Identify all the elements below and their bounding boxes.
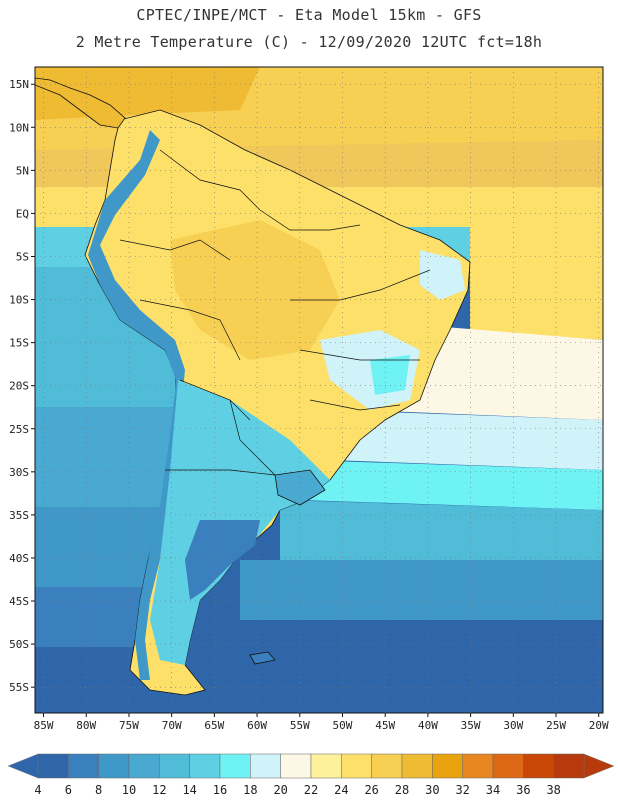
map-plot-area — [35, 67, 603, 713]
longitude-labels: 85W 80W 75W 70W 65W 60W 55W 50W 45W 40W 35W 30W 25W 2… — [34, 719, 609, 732]
latitude-tick-label: 5S — [16, 250, 29, 263]
colorbar-swatch — [98, 753, 130, 779]
longitude-tick-label: 70W — [162, 719, 182, 732]
colorbar-swatch — [341, 753, 372, 779]
longitude-tick-label: 25W — [546, 719, 566, 732]
latitude-tick-label: 30S — [9, 466, 29, 479]
minas-gerais-cool-patch — [370, 355, 410, 395]
latitude-tick-label: 40S — [9, 552, 29, 565]
amazon-warm-zone — [170, 220, 340, 360]
colorbar-label: 18 — [243, 783, 257, 797]
longitude-tick-label: 55W — [290, 719, 310, 732]
latitude-tick-label: 50S — [9, 638, 29, 651]
longitude-tick-label: 50W — [333, 719, 353, 732]
colorbar-label: 24 — [334, 783, 348, 797]
longitude-tick-label: 20W — [589, 719, 609, 732]
longitude-tick-label: 30W — [503, 719, 523, 732]
colorbar-swatch — [462, 753, 494, 779]
colorbar-label: 6 — [65, 783, 72, 797]
colorbar-left-arrow-icon — [7, 753, 39, 779]
colorbar-label: 10 — [122, 783, 136, 797]
chart-title-line-1: CPTEC/INPE/MCT - Eta Model 15km - GFS — [136, 6, 482, 24]
colorbar-swatch — [219, 753, 251, 779]
falkland-islands — [249, 651, 276, 665]
longitude-tick-label: 65W — [204, 719, 224, 732]
latitude-tick-label: 15N — [9, 78, 29, 91]
colorbar-label: 36 — [516, 783, 530, 797]
colorbar-swatch — [553, 753, 585, 779]
colorbar-swatch — [128, 753, 160, 779]
ocean-band-atlantic-35s — [280, 500, 603, 560]
latitude-labels: 15N 10N 5N EQ 5S 10S 15S 20S 25S 30S 35S 40S 45S 50S 5… — [9, 78, 29, 694]
longitude-tick-label: 80W — [76, 719, 96, 732]
latitude-tick-label: 20S — [9, 380, 29, 393]
colorbar-label: 8 — [95, 783, 102, 797]
colorbar-swatch — [492, 753, 524, 779]
ocean-band-atlantic-25s — [330, 410, 603, 470]
colorbar: 4 6 8 10 12 14 16 18 20 22 24 26 28 30 32 34 36 38 — [7, 753, 615, 797]
colorbar-label: 22 — [304, 783, 318, 797]
ocean-band-pacific-30s — [35, 407, 175, 507]
patagonia-cold-zone — [185, 520, 260, 600]
graticule — [31, 67, 603, 717]
longitude-tick-label: 60W — [247, 719, 267, 732]
colorbar-label: 4 — [34, 783, 41, 797]
latitude-tick-label: 10S — [9, 294, 29, 307]
colorbar-swatch — [371, 753, 403, 779]
longitude-tick-label: 85W — [34, 719, 54, 732]
andes-cold-strip — [88, 130, 185, 680]
colorbar-swatch — [250, 753, 281, 779]
colorbar-label: 20 — [273, 783, 287, 797]
latitude-tick-label: 55S — [9, 681, 29, 694]
ocean-band-atlantic-warm — [470, 190, 603, 340]
colorbar-swatch — [159, 753, 190, 779]
colorbar-swatch — [280, 753, 312, 779]
colorbar-swatch — [310, 753, 342, 779]
colorbar-swatch — [523, 753, 554, 779]
colorbar-label: 12 — [152, 783, 166, 797]
ocean-band-atlantic-45s — [240, 560, 603, 620]
colorbar-swatch — [401, 753, 433, 779]
colorbar-swatch — [68, 753, 99, 779]
longitude-tick-label: 40W — [418, 719, 438, 732]
colorbar-label: 16 — [213, 783, 227, 797]
latitude-tick-label: 25S — [9, 423, 29, 436]
colorbar-right-arrow-icon — [583, 753, 615, 779]
longitude-tick-label: 75W — [119, 719, 139, 732]
colorbar-label: 28 — [395, 783, 409, 797]
colorbar-label: 14 — [182, 783, 196, 797]
country-borders — [119, 149, 431, 476]
colorbar-swatch — [432, 753, 463, 779]
colorbar-label: 26 — [364, 783, 378, 797]
latitude-tick-label: 15S — [9, 337, 29, 350]
chart-title-line-2: 2 Metre Temperature (C) - 12/09/2020 12U… — [75, 33, 543, 51]
latitude-tick-label: 45S — [9, 595, 29, 608]
latitude-tick-label: EQ — [16, 207, 29, 220]
colorbar-label: 30 — [425, 783, 439, 797]
central-america-land — [35, 77, 126, 129]
colorbar-label: 32 — [455, 783, 469, 797]
longitude-tick-label: 35W — [461, 719, 481, 732]
ocean-band-atlantic-30s — [300, 460, 603, 510]
latitude-tick-label: 35S — [9, 509, 29, 522]
latitude-tick-label: 5N — [16, 164, 29, 177]
colorbar-label: 34 — [486, 783, 500, 797]
colorbar-swatch — [189, 753, 221, 779]
map-frame — [34, 66, 604, 714]
northeast-brazil-cool-patch — [420, 250, 465, 300]
colorbar-swatch — [37, 753, 69, 779]
latitude-tick-label: 10N — [9, 121, 29, 134]
colorbar-label: 38 — [546, 783, 560, 797]
longitude-tick-label: 45W — [375, 719, 395, 732]
